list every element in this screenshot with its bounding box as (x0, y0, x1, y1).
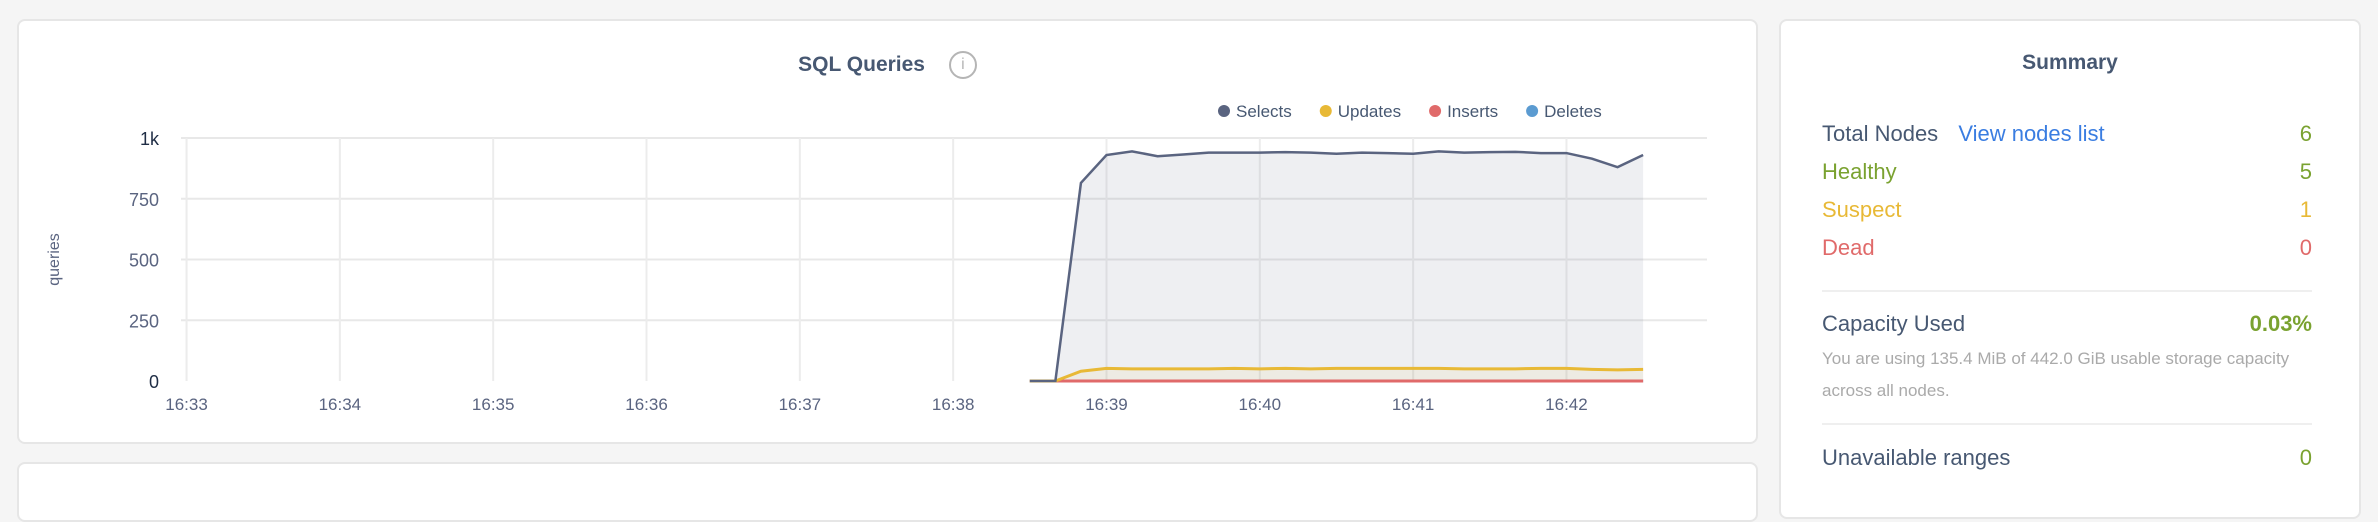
x-tick-label: 16:39 (1085, 395, 1128, 414)
dead-label: Dead (1822, 235, 1875, 260)
capacity-label: Capacity Used (1822, 311, 1966, 336)
x-tick-label: 16:34 (319, 395, 362, 414)
healthy-row: Healthy 5 (1822, 159, 2312, 185)
chart-title: SQL Queries (798, 53, 925, 76)
updates-area (1029, 368, 1644, 381)
summary-title: Summary (2022, 51, 2118, 74)
inserts-legend-marker (1429, 105, 1442, 117)
capacity-note: You are using 135.4 MiB of 442.0 GiB usa… (1822, 349, 2290, 400)
deletes-legend-marker (1526, 105, 1539, 117)
y-axis-label: queries (46, 233, 63, 285)
updates-legend-label: Updates (1338, 102, 1401, 121)
y-tick-label: 0 (149, 372, 159, 392)
total-nodes-row: Total Nodes View nodes list 6 (1822, 121, 2312, 147)
divider (1822, 290, 2312, 292)
selects-legend-marker (1218, 105, 1230, 117)
suspect-row: Suspect 1 (1822, 197, 2312, 223)
capacity-value: 0.03% (2249, 311, 2312, 336)
x-tick-label: 16:40 (1239, 395, 1282, 414)
info-icon[interactable]: i (948, 51, 977, 79)
total-nodes-value: 6 (2299, 121, 2312, 146)
x-tick-label: 16:33 (165, 395, 208, 414)
secondary-card (17, 462, 1758, 522)
x-tick-label: 16:41 (1392, 395, 1435, 414)
inserts-legend-label: Inserts (1447, 102, 1498, 121)
divider (1822, 423, 2312, 425)
unavailable-value: 0 (2299, 445, 2312, 470)
chart-title-row: SQL Queries i (19, 51, 1756, 79)
selects-legend-label: Selects (1236, 102, 1292, 121)
view-nodes-list-link[interactable]: View nodes list (1958, 121, 2105, 146)
suspect-value: 1 (2299, 197, 2312, 222)
y-tick-label: 750 (129, 190, 159, 210)
y-tick-label: 250 (129, 311, 159, 331)
dead-row: Dead 0 (1822, 235, 2312, 261)
selects-area (1029, 151, 1644, 381)
y-tick-label: 500 (129, 251, 159, 271)
deletes-legend-label: Deletes (1544, 102, 1602, 121)
updates-line (1029, 366, 1644, 383)
total-nodes-label: Total Nodes (1822, 121, 1939, 146)
unavailable-ranges-row: Unavailable ranges 0 (1822, 445, 2312, 471)
capacity-row: Capacity Used 0.03% (1822, 311, 2312, 337)
y-tick-label: 1k (140, 129, 160, 149)
dead-value: 0 (2299, 235, 2312, 260)
sql-queries-chart: 0 250 500 750 1k 16:33 16:34 16:35 16:36 16:37 16:… (46, 102, 1707, 414)
x-tick-label: 16:38 (932, 395, 975, 414)
selects-line (1029, 150, 1644, 383)
summary-card: Summary Total Nodes View nodes list 6 He… (1779, 19, 2361, 519)
healthy-label: Healthy (1822, 159, 1897, 184)
healthy-value: 5 (2299, 159, 2312, 184)
x-tick-label: 16:35 (472, 395, 515, 414)
unavailable-label: Unavailable ranges (1822, 445, 2011, 470)
sql-queries-card: SQL Queries i 0 250 500 750 1k 16:33 16:34 16:3… (17, 19, 1758, 444)
suspect-label: Suspect (1822, 197, 1902, 222)
updates-legend-marker (1319, 105, 1332, 117)
x-tick-label: 16:42 (1545, 395, 1588, 414)
x-tick-label: 16:36 (625, 395, 668, 414)
x-tick-label: 16:37 (779, 395, 822, 414)
